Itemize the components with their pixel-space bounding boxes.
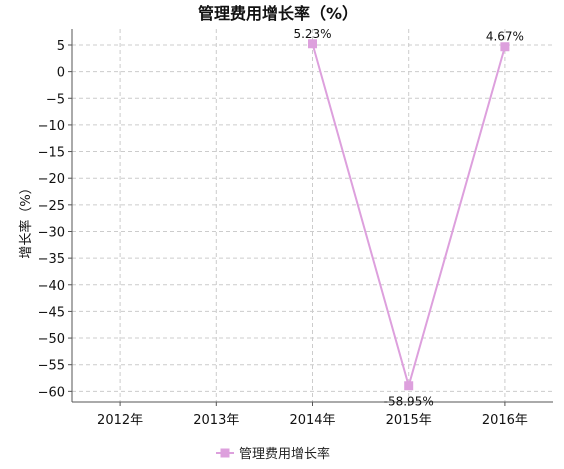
y-tick-label: −10 bbox=[38, 119, 65, 134]
legend-marker bbox=[220, 448, 230, 458]
y-tick-label: −45 bbox=[38, 305, 65, 320]
y-tick-label: 0 bbox=[57, 66, 65, 81]
y-tick-label: −35 bbox=[38, 252, 65, 267]
chart-title: 管理费用增长率（%） bbox=[198, 4, 358, 23]
axes bbox=[68, 29, 553, 406]
series-group: 5.23% -58.95% 4.67% bbox=[293, 27, 524, 409]
data-point-marker bbox=[500, 42, 510, 52]
y-tick-label: 5 bbox=[57, 39, 65, 54]
x-tick-label: 2016年 bbox=[482, 413, 528, 428]
data-point-marker bbox=[308, 39, 317, 49]
y-axis-label: 增长率（%） bbox=[18, 181, 34, 258]
y-tick-label: −20 bbox=[38, 172, 65, 187]
y-tick-label: −15 bbox=[38, 146, 65, 161]
x-tick-label: 2014年 bbox=[289, 413, 335, 428]
y-tick-label: −55 bbox=[38, 359, 65, 374]
y-tick-label: −30 bbox=[38, 225, 65, 240]
x-tick-labels: 2012年 2013年 2014年 2015年 2016年 bbox=[97, 413, 528, 428]
x-tick-label: 2013年 bbox=[193, 413, 239, 428]
y-tick-label: −50 bbox=[38, 332, 65, 347]
data-label: 4.67% bbox=[486, 30, 524, 44]
y-tick-label: −5 bbox=[46, 92, 65, 107]
x-tick-label: 2012年 bbox=[97, 413, 143, 428]
grid-lines bbox=[72, 29, 553, 402]
y-tick-label: −25 bbox=[38, 199, 65, 214]
y-tick-labels: 5 0 −5 −10 −15 −20 −25 −30 −35 −40 −45 −50 −55 −60 bbox=[38, 39, 65, 400]
legend: 管理费用增长率 bbox=[216, 446, 330, 462]
y-tick-label: −40 bbox=[38, 279, 65, 294]
data-label: -58.95% bbox=[384, 395, 434, 409]
y-tick-label: −60 bbox=[38, 385, 65, 400]
legend-label: 管理费用增长率 bbox=[239, 446, 330, 462]
data-label: 5.23% bbox=[293, 27, 331, 41]
x-tick-label: 2015年 bbox=[386, 413, 432, 428]
data-point-marker bbox=[404, 381, 414, 391]
